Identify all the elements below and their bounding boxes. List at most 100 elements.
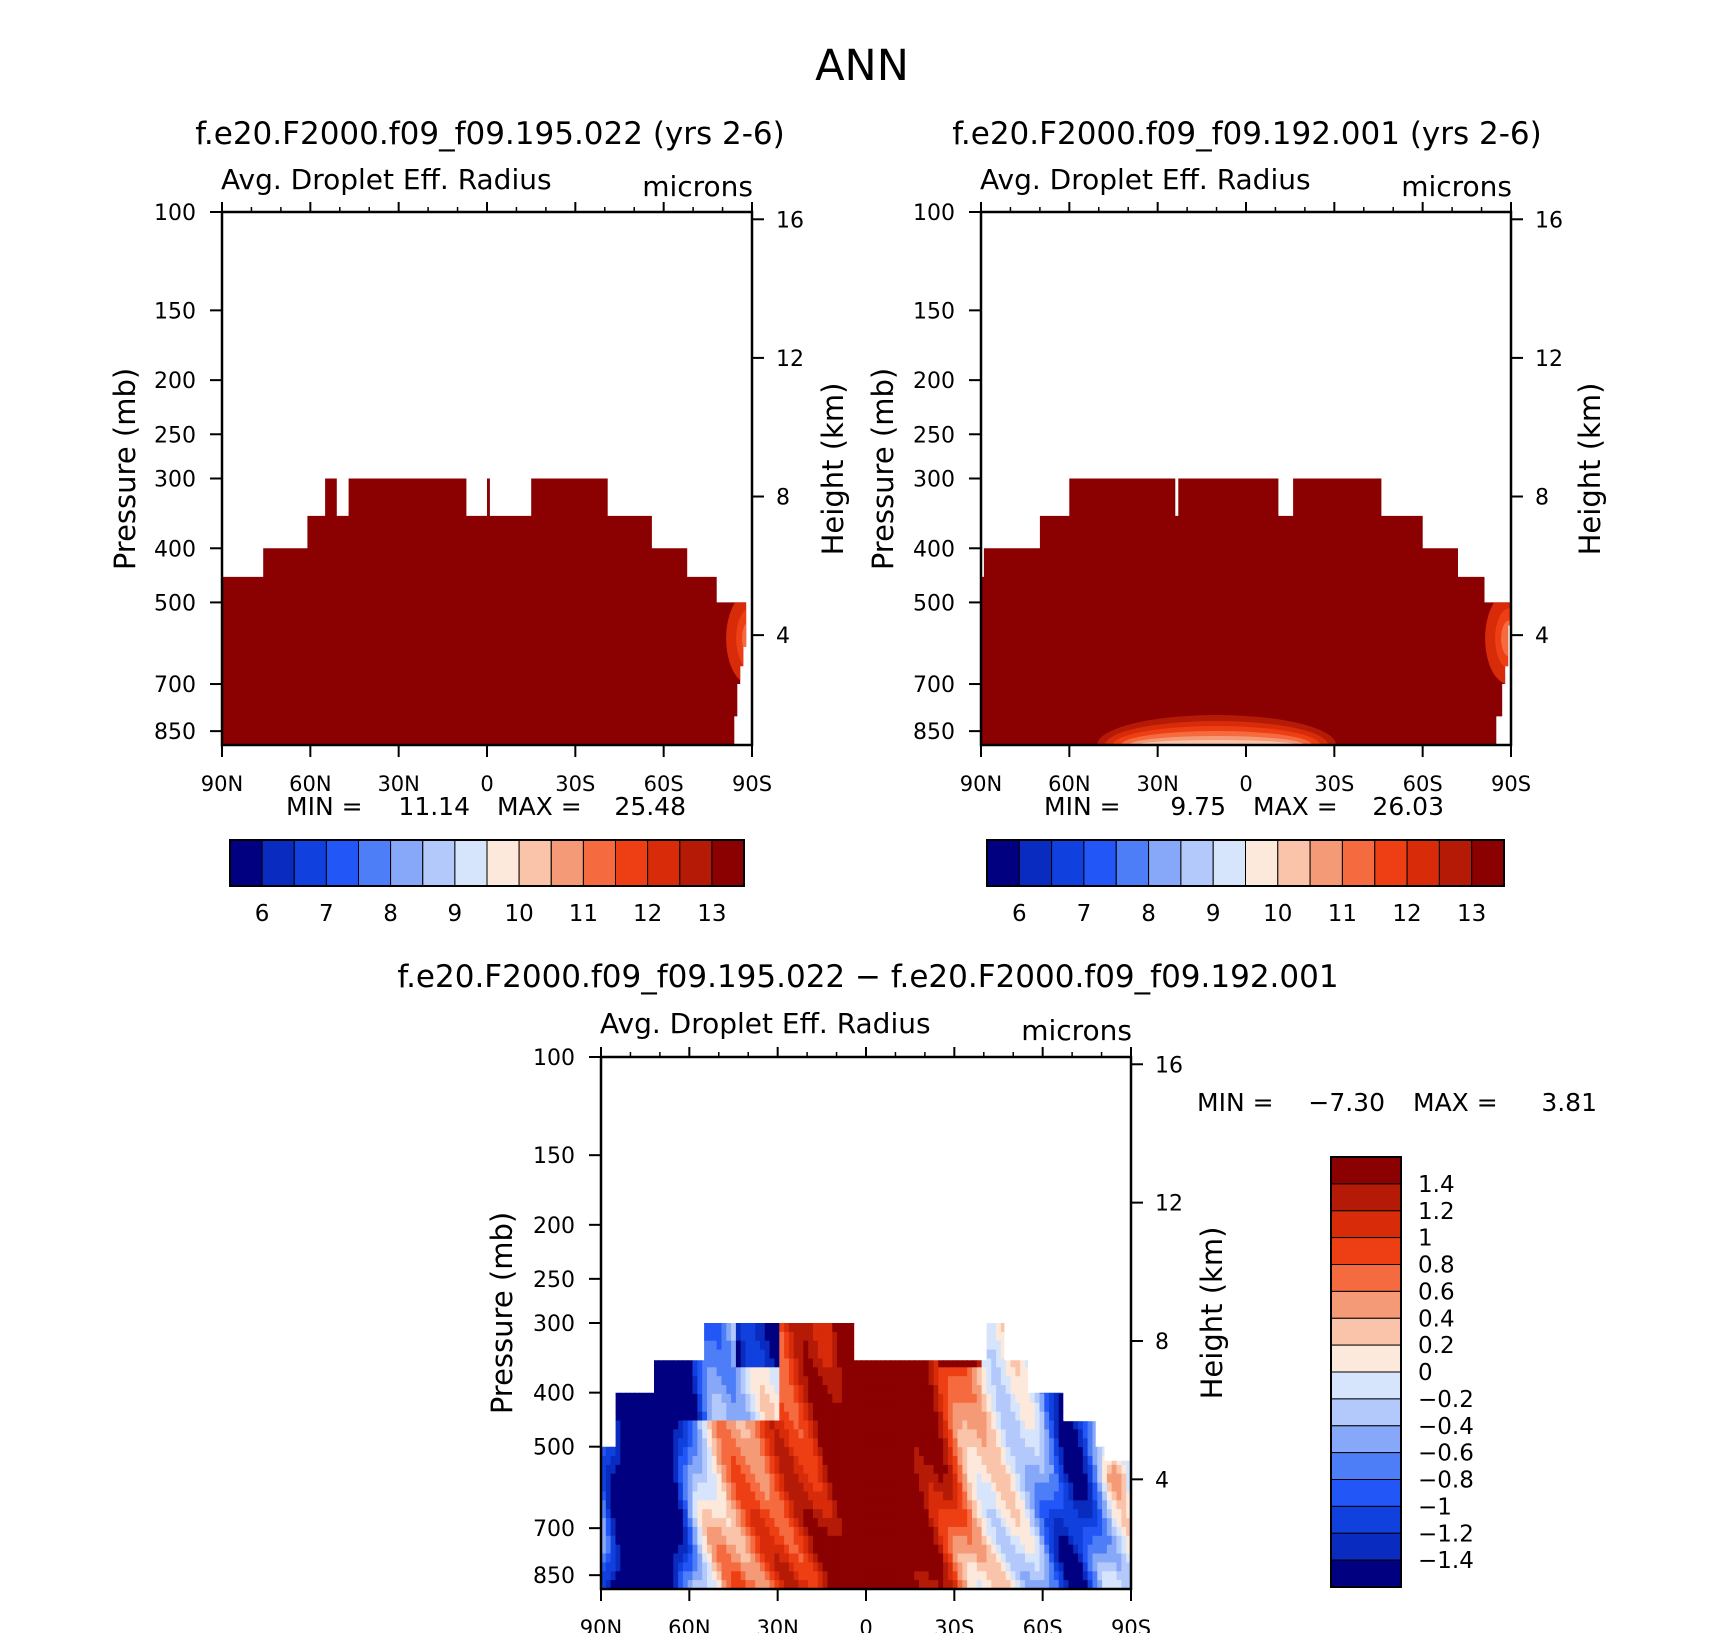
- panel-diff-cell: [813, 1411, 819, 1422]
- panel-diff-cell: [634, 1571, 641, 1581]
- panel-diff-cell: [904, 1447, 910, 1457]
- panel-diff-cell: [649, 1535, 655, 1546]
- panel-diff-cell: [615, 1544, 621, 1555]
- panel-diff-cell: [808, 1340, 814, 1351]
- panel-diff-cell: [846, 1553, 853, 1563]
- panel-diff-cell: [899, 1535, 906, 1546]
- panel-diff-cell: [875, 1562, 881, 1572]
- panel-diff-cell: [779, 1473, 785, 1484]
- panel-diff-cell: [875, 1402, 881, 1413]
- panel-diff-cell: [851, 1482, 857, 1493]
- panel-diff-cell: [943, 1420, 949, 1430]
- panel-diff-cell: [976, 1420, 983, 1430]
- panel-diff-cell: [933, 1429, 939, 1439]
- panel-diff-cell: [663, 1464, 669, 1475]
- panel-diff-cell: [673, 1571, 679, 1581]
- panel-2-colorbar-label: 10: [1263, 901, 1292, 927]
- panel-diff-cell: [740, 1544, 747, 1555]
- panel-diff-cell: [832, 1571, 838, 1581]
- panel-diff-cell: [904, 1562, 910, 1572]
- panel-diff-cell: [909, 1500, 915, 1510]
- panel-diff-cell: [740, 1518, 747, 1528]
- panel-diff-cell: [793, 1358, 800, 1368]
- panel-diff-cell: [875, 1393, 881, 1404]
- panel-diff-cell: [885, 1456, 891, 1466]
- panel-diff-cell: [885, 1518, 891, 1528]
- panel-diff-cell: [851, 1491, 857, 1501]
- panel-diff-cell: [668, 1580, 674, 1589]
- panel-diff-cell: [817, 1393, 824, 1404]
- panel-diff-cell: [885, 1402, 891, 1413]
- panel-diff-cell: [668, 1473, 674, 1484]
- panel-diff-cell: [726, 1340, 732, 1351]
- panel-diff-cell: [615, 1571, 621, 1581]
- panel-diff-cell: [649, 1402, 655, 1413]
- panel-diff-cell: [813, 1526, 819, 1537]
- panel-diff-cell: [644, 1482, 650, 1493]
- panel-diff-cell: [885, 1411, 891, 1422]
- panel-diff-cell: [760, 1358, 766, 1368]
- panel-diff-cell: [822, 1429, 828, 1439]
- panel-diff-cell: [813, 1402, 819, 1413]
- panel-diff-cell: [639, 1393, 645, 1404]
- panel-diff-cell: [822, 1358, 828, 1368]
- panel-diff-cell: [755, 1482, 761, 1493]
- panel-diff-cell: [904, 1376, 910, 1386]
- panel-diff-cell: [803, 1367, 809, 1377]
- panel-diff-cell: [827, 1509, 833, 1519]
- panel-diff-cell: [967, 1580, 973, 1589]
- panel-diff-cell: [769, 1429, 775, 1439]
- panel-1-colorbar-label: 8: [383, 901, 398, 927]
- panel-diff-cell: [779, 1331, 785, 1342]
- panel-diff-cell: [610, 1473, 616, 1484]
- panel-diff-cell: [952, 1491, 959, 1501]
- panel-diff-cell: [808, 1349, 814, 1360]
- panel-diff-cell: [760, 1456, 766, 1466]
- panel-diff-cell: [880, 1447, 886, 1457]
- panel-diff-cell: [837, 1385, 843, 1395]
- panel-diff-cell: [803, 1535, 809, 1546]
- panel-diff-cell: [663, 1473, 669, 1484]
- panel-diff-cell: [813, 1482, 819, 1493]
- panel-diff-cell: [947, 1526, 954, 1537]
- panel-diff-cell: [822, 1491, 828, 1501]
- panel-diff-cell: [668, 1385, 674, 1395]
- panel-diff-cell: [856, 1438, 862, 1448]
- panel-diff-cell: [856, 1367, 862, 1377]
- panel-diff-cell: [692, 1420, 698, 1430]
- panel-diff-cell: [817, 1562, 824, 1572]
- panel-diff-cell: [919, 1438, 925, 1448]
- panel-diff-cell: [711, 1580, 718, 1589]
- panel-diff-cell: [851, 1402, 857, 1413]
- panel-diff-cell: [875, 1464, 881, 1475]
- panel-diff-cell: [774, 1500, 780, 1510]
- panel-diff-cell: [721, 1393, 727, 1404]
- panel-diff-cell: [711, 1562, 718, 1572]
- panel-diff-cell: [702, 1323, 708, 1333]
- panel-2-feature-1-5: [1137, 740, 1296, 745]
- panel-diff-cell: [755, 1438, 761, 1448]
- panel-diff-cell: [856, 1535, 862, 1546]
- panel-diff-cell: [740, 1367, 747, 1377]
- panel-diff-cell: [798, 1385, 804, 1395]
- panel-diff-cell: [885, 1544, 891, 1555]
- panel-diff-cell: [846, 1420, 853, 1430]
- panel-diff-cell: [914, 1420, 920, 1430]
- panel-diff-cell: [851, 1358, 857, 1368]
- panel-1-colorbar-swatch: [711, 839, 745, 887]
- panel-diff-cell: [673, 1456, 679, 1466]
- panel-diff-cell: [813, 1518, 819, 1528]
- panel-diff-cell: [721, 1500, 727, 1510]
- panel-diff-cell: [649, 1438, 655, 1448]
- panel-diff-cell: [904, 1429, 910, 1439]
- panel-diff-cell: [707, 1464, 713, 1475]
- panel-diff-cell: [928, 1447, 934, 1457]
- panel-diff-cell: [880, 1562, 886, 1572]
- panel-diff-cell: [620, 1526, 626, 1537]
- panel-diff-cell: [861, 1385, 867, 1395]
- panel-diff-cell: [769, 1420, 775, 1430]
- panel-diff-cell: [788, 1385, 795, 1395]
- panel-diff-cell: [923, 1535, 930, 1546]
- panel-diff-cell: [740, 1535, 747, 1546]
- panel-2: f.e20.F2000.f09_f09.192.001 (yrs 2-6) Av…: [866, 116, 1607, 927]
